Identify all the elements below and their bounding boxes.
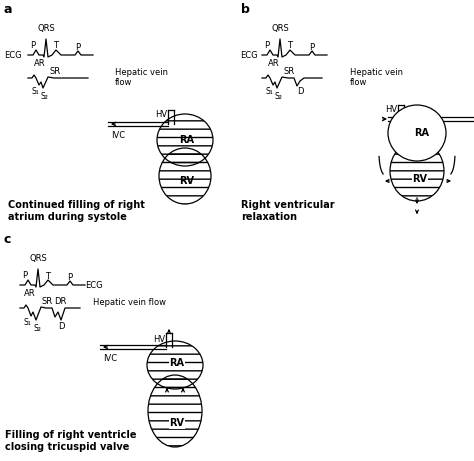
Text: RV: RV bbox=[180, 176, 194, 186]
Text: SR: SR bbox=[49, 66, 61, 76]
Text: HV: HV bbox=[155, 110, 167, 118]
Text: RA: RA bbox=[180, 135, 194, 145]
Text: P: P bbox=[310, 42, 315, 52]
Text: T: T bbox=[54, 41, 58, 51]
Text: T: T bbox=[46, 272, 51, 280]
Text: ECG: ECG bbox=[85, 280, 103, 290]
Text: RA: RA bbox=[170, 358, 184, 368]
Text: Hepatic vein flow: Hepatic vein flow bbox=[93, 298, 166, 307]
Text: Hepatic vein
flow: Hepatic vein flow bbox=[350, 68, 403, 88]
Text: Right ventricular
relaxation: Right ventricular relaxation bbox=[241, 200, 335, 222]
Text: AR: AR bbox=[34, 59, 46, 68]
Text: P: P bbox=[75, 42, 81, 52]
Text: c: c bbox=[4, 233, 11, 246]
Text: HV: HV bbox=[385, 105, 397, 113]
Text: Hepatic vein
flow: Hepatic vein flow bbox=[115, 68, 168, 88]
Text: ECG: ECG bbox=[240, 51, 258, 59]
Text: HV: HV bbox=[153, 335, 165, 343]
Text: AR: AR bbox=[268, 59, 280, 68]
Text: AR: AR bbox=[24, 289, 36, 298]
Text: QRS: QRS bbox=[271, 24, 289, 33]
Text: S₁: S₁ bbox=[23, 318, 31, 326]
Text: S₂: S₂ bbox=[33, 324, 41, 332]
Text: T: T bbox=[288, 41, 292, 51]
Text: D: D bbox=[58, 321, 64, 331]
Text: P: P bbox=[67, 272, 73, 282]
Text: P: P bbox=[30, 41, 36, 49]
Ellipse shape bbox=[388, 105, 446, 161]
Text: b: b bbox=[241, 3, 250, 16]
Text: RA: RA bbox=[414, 128, 429, 138]
Text: S₁: S₁ bbox=[265, 87, 273, 95]
Text: SR: SR bbox=[283, 66, 294, 76]
Text: ECG: ECG bbox=[4, 51, 22, 59]
Text: S₂: S₂ bbox=[40, 91, 48, 100]
Text: QRS: QRS bbox=[29, 254, 47, 263]
Text: IVC: IVC bbox=[111, 131, 125, 140]
Text: Continued filling of right
atrium during systole: Continued filling of right atrium during… bbox=[8, 200, 145, 222]
Text: IVC: IVC bbox=[103, 354, 117, 363]
Text: P: P bbox=[22, 271, 27, 279]
Text: SR: SR bbox=[41, 296, 53, 306]
Text: DR: DR bbox=[54, 296, 66, 306]
Text: S₂: S₂ bbox=[274, 91, 282, 100]
Text: QRS: QRS bbox=[37, 24, 55, 33]
Text: a: a bbox=[4, 3, 12, 16]
Text: RV: RV bbox=[170, 418, 184, 428]
Text: Filling of right ventricle
closing tricuspid valve: Filling of right ventricle closing tricu… bbox=[5, 430, 137, 452]
Text: D: D bbox=[297, 88, 303, 96]
Text: P: P bbox=[264, 41, 270, 49]
Text: S₁: S₁ bbox=[31, 87, 39, 95]
Text: RV: RV bbox=[412, 174, 428, 184]
